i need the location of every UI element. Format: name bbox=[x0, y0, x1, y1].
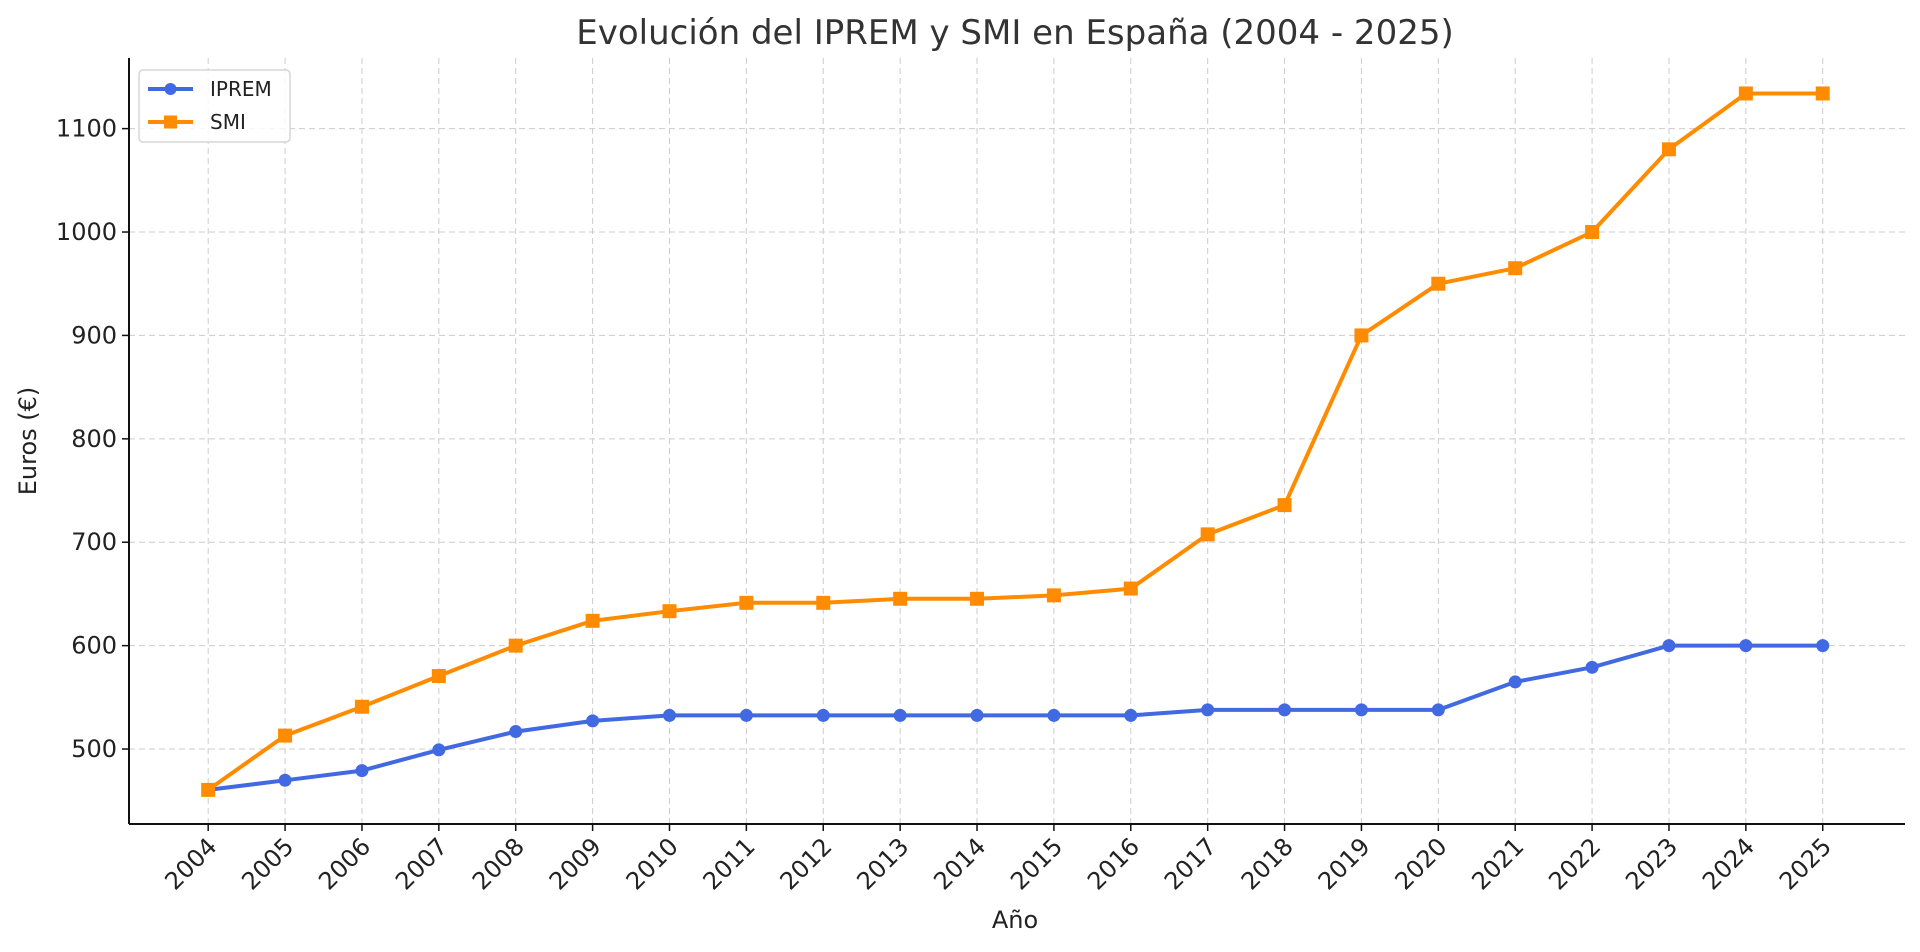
data-point-smi bbox=[1815, 86, 1830, 101]
legend-label-smi: SMI bbox=[210, 110, 246, 134]
legend-label-iprem: IPREM bbox=[210, 77, 272, 101]
grid bbox=[129, 58, 1905, 824]
y-axis-ticks: 500 600 700 800 900 1000 1100 bbox=[56, 115, 129, 763]
data-point-smi bbox=[1277, 498, 1292, 513]
x-tick-label: 2020 bbox=[1390, 832, 1453, 895]
x-tick-label: 2012 bbox=[775, 832, 838, 895]
data-point-iprem bbox=[509, 725, 523, 739]
data-point-smi bbox=[893, 591, 908, 606]
x-tick-label: 2021 bbox=[1466, 832, 1529, 895]
data-point-smi bbox=[585, 613, 600, 628]
data-point-iprem bbox=[355, 764, 369, 778]
data-point-iprem bbox=[662, 708, 676, 722]
x-tick-label: 2017 bbox=[1159, 832, 1222, 895]
x-tick-label: 2006 bbox=[313, 832, 376, 895]
y-tick-label: 900 bbox=[71, 321, 117, 349]
y-tick-label: 600 bbox=[71, 632, 117, 660]
x-tick-label: 2010 bbox=[621, 832, 684, 895]
data-point-iprem bbox=[1662, 639, 1676, 653]
series-smi bbox=[201, 86, 1830, 797]
x-axis-ticks: 2004 2005 2006 2007 2008 2009 2010 2011 2012 2013… bbox=[159, 824, 1837, 895]
x-tick-label: 2008 bbox=[467, 832, 530, 895]
data-point-iprem bbox=[1201, 703, 1215, 717]
data-point-smi bbox=[354, 699, 369, 714]
series-line-smi bbox=[206, 91, 1825, 792]
data-point-iprem bbox=[1047, 708, 1061, 722]
data-point-iprem bbox=[1431, 703, 1445, 717]
data-point-iprem bbox=[970, 708, 984, 722]
data-point-smi bbox=[1661, 142, 1676, 157]
y-tick-label: 1000 bbox=[56, 218, 117, 246]
series-layer bbox=[201, 86, 1830, 797]
data-point-smi bbox=[1354, 328, 1369, 343]
chart-title: Evolución del IPREM y SMI en España (200… bbox=[576, 13, 1453, 53]
data-point-iprem bbox=[893, 708, 907, 722]
data-point-smi bbox=[1431, 276, 1446, 291]
legend-item-smi: SMI bbox=[148, 110, 246, 134]
data-point-smi bbox=[508, 638, 523, 653]
data-point-iprem bbox=[739, 708, 753, 722]
data-point-iprem bbox=[432, 743, 446, 757]
data-point-smi bbox=[816, 595, 831, 610]
data-point-smi bbox=[1046, 588, 1061, 603]
data-point-iprem bbox=[816, 708, 830, 722]
data-point-iprem bbox=[586, 714, 600, 728]
data-point-iprem bbox=[1508, 675, 1522, 689]
x-tick-label: 2004 bbox=[159, 832, 222, 895]
data-point-smi bbox=[201, 782, 216, 797]
x-tick-label: 2016 bbox=[1082, 832, 1145, 895]
data-point-smi bbox=[1585, 225, 1600, 240]
data-point-smi bbox=[739, 595, 754, 610]
data-point-smi bbox=[1123, 581, 1138, 596]
y-tick-label: 700 bbox=[71, 528, 117, 556]
legend-marker-square-icon bbox=[164, 115, 177, 129]
x-tick-label: 2025 bbox=[1774, 832, 1837, 895]
series-iprem bbox=[201, 639, 1830, 797]
data-point-smi bbox=[278, 728, 293, 743]
data-point-smi bbox=[1200, 527, 1215, 542]
data-point-iprem bbox=[1816, 639, 1830, 653]
x-tick-label: 2024 bbox=[1697, 832, 1760, 895]
data-point-iprem bbox=[1739, 639, 1753, 653]
data-point-iprem bbox=[1354, 703, 1368, 717]
x-tick-label: 2013 bbox=[851, 832, 914, 895]
y-axis-label: Euros (€) bbox=[14, 387, 42, 496]
x-tick-label: 2005 bbox=[236, 832, 299, 895]
x-tick-label: 2019 bbox=[1313, 832, 1376, 895]
data-point-iprem bbox=[1585, 660, 1599, 674]
legend-marker-circle-icon bbox=[164, 83, 177, 95]
x-tick-label: 2009 bbox=[544, 832, 607, 895]
y-tick-label: 800 bbox=[71, 425, 117, 453]
x-tick-label: 2011 bbox=[698, 832, 761, 895]
legend: IPREM SMI bbox=[138, 69, 291, 143]
data-point-smi bbox=[1738, 86, 1753, 101]
x-tick-label: 2015 bbox=[1005, 832, 1068, 895]
x-tick-label: 2014 bbox=[928, 832, 991, 895]
x-tick-label: 2023 bbox=[1620, 832, 1683, 895]
x-tick-label: 2022 bbox=[1543, 832, 1606, 895]
x-tick-label: 2007 bbox=[390, 832, 453, 895]
y-tick-label: 1100 bbox=[56, 115, 117, 143]
x-axis-label: Año bbox=[992, 906, 1038, 934]
data-point-iprem bbox=[278, 773, 292, 787]
series-line-iprem bbox=[206, 643, 1825, 792]
x-tick-label: 2018 bbox=[1236, 832, 1299, 895]
data-point-smi bbox=[970, 591, 985, 606]
data-point-iprem bbox=[1278, 703, 1292, 717]
data-point-iprem bbox=[1124, 708, 1138, 722]
legend-item-iprem: IPREM bbox=[148, 77, 272, 101]
data-point-smi bbox=[431, 669, 446, 684]
data-point-smi bbox=[662, 604, 677, 619]
y-tick-label: 500 bbox=[71, 735, 117, 763]
data-point-smi bbox=[1508, 261, 1523, 276]
